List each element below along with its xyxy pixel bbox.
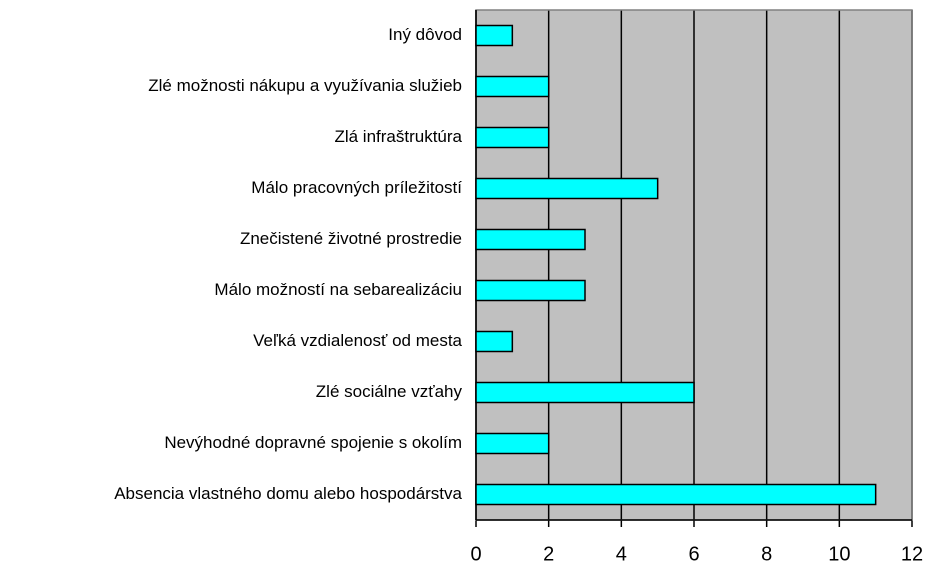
bar [475,330,514,353]
y-tick-label: Málo možností na sebarealizáciu [214,280,462,299]
y-tick-label: Zlá infraštruktúra [334,127,462,146]
y-tick-label: Nevýhodné dopravné spojenie s okolím [164,433,462,452]
bar [475,24,514,47]
bar [475,381,695,404]
y-tick-label: Iný dôvod [388,25,462,44]
bar [475,483,877,506]
bar [475,126,550,149]
x-tick-label: 10 [828,543,850,565]
bar [475,228,586,251]
bar [475,432,550,455]
y-tick-label: Absencia vlastného domu alebo hospodárst… [114,484,462,503]
bar [475,177,659,200]
x-tick-label: 8 [761,543,772,565]
x-tick-label: 4 [616,543,627,565]
y-tick-label: Zlé možnosti nákupu a využívania služieb [148,76,462,95]
bar [475,75,550,98]
x-tick-label: 12 [901,543,923,565]
y-tick-label: Znečistené životné prostredie [240,229,462,248]
x-tick-label: 6 [688,543,699,565]
x-tick-label: 2 [543,543,554,565]
bar [475,279,586,302]
y-tick-label: Veľká vzdialenosť od mesta [253,331,462,350]
y-tick-label: Zlé sociálne vzťahy [316,382,463,401]
y-tick-label: Málo pracovných príležitostí [251,178,462,197]
x-tick-label: 0 [470,543,481,565]
